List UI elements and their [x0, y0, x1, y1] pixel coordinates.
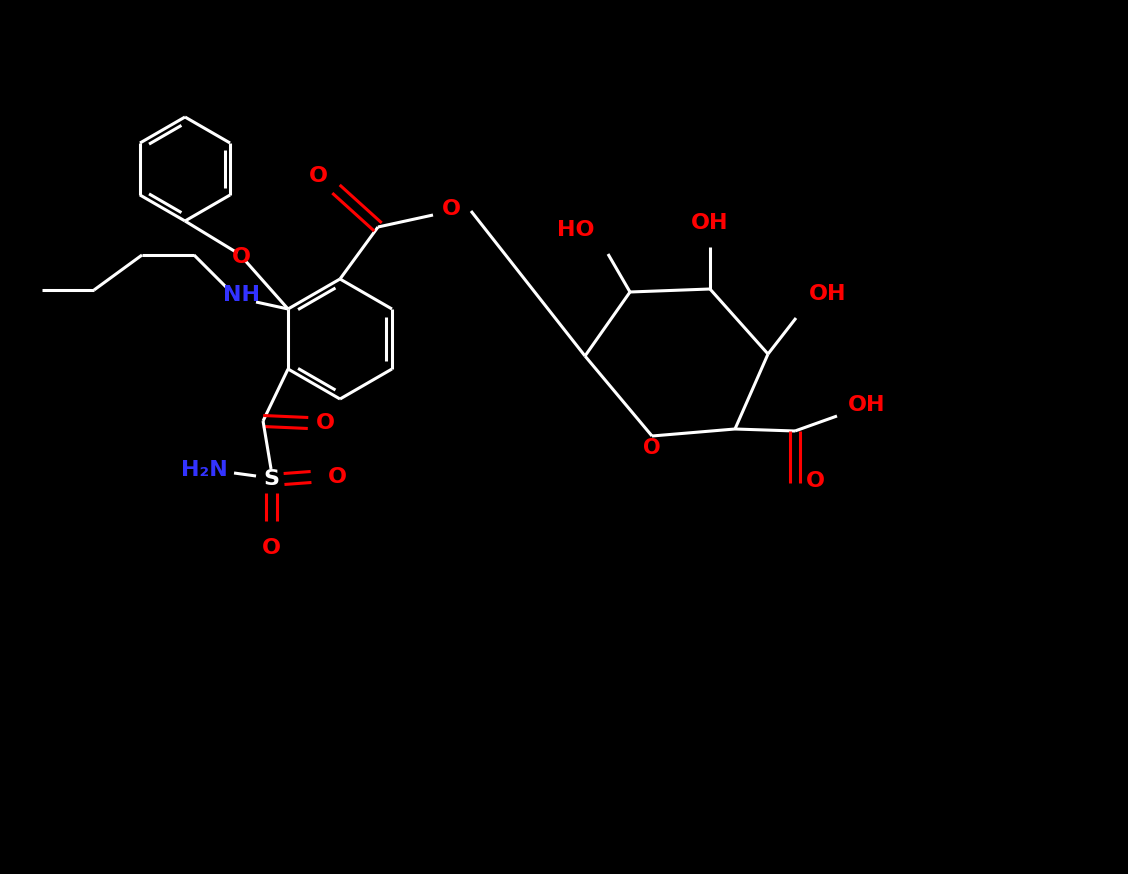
Text: OH: OH [691, 213, 729, 233]
Text: O: O [805, 471, 825, 491]
Text: O: O [232, 247, 252, 267]
Text: O: O [327, 467, 346, 487]
Text: S: S [263, 469, 279, 489]
Text: HO: HO [557, 220, 594, 240]
Text: OH: OH [848, 395, 885, 415]
Text: OH: OH [809, 284, 847, 304]
Text: O: O [441, 199, 460, 219]
Text: NH: NH [222, 285, 259, 305]
Text: O: O [316, 413, 335, 433]
Text: O: O [262, 538, 281, 558]
Text: O: O [308, 166, 327, 186]
Text: H₂N: H₂N [180, 460, 228, 480]
Text: O: O [643, 438, 661, 458]
